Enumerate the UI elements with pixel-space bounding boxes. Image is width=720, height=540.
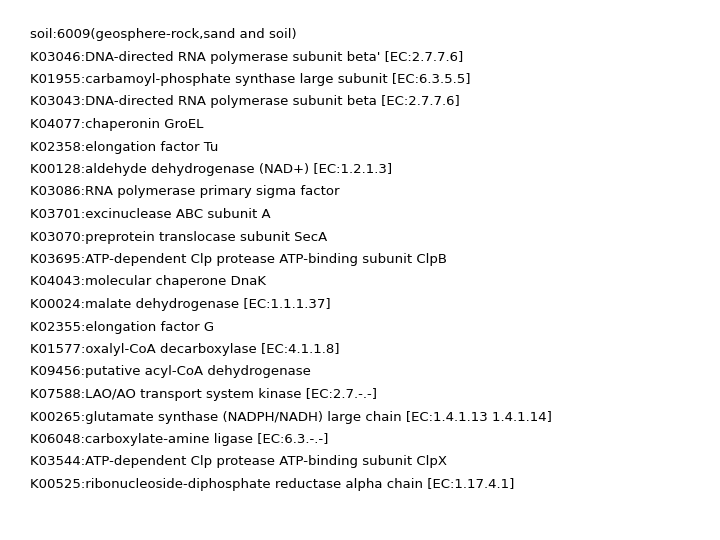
- Text: K03070:preprotein translocase subunit SecA: K03070:preprotein translocase subunit Se…: [30, 231, 328, 244]
- Text: K06048:carboxylate-amine ligase [EC:6.3.-.-]: K06048:carboxylate-amine ligase [EC:6.3.…: [30, 433, 328, 446]
- Text: K00024:malate dehydrogenase [EC:1.1.1.37]: K00024:malate dehydrogenase [EC:1.1.1.37…: [30, 298, 330, 311]
- Text: soil:6009(geosphere-rock,sand and soil): soil:6009(geosphere-rock,sand and soil): [30, 28, 297, 41]
- Text: K03046:DNA-directed RNA polymerase subunit beta' [EC:2.7.7.6]: K03046:DNA-directed RNA polymerase subun…: [30, 51, 463, 64]
- Text: K04077:chaperonin GroEL: K04077:chaperonin GroEL: [30, 118, 203, 131]
- Text: K03695:ATP-dependent Clp protease ATP-binding subunit ClpB: K03695:ATP-dependent Clp protease ATP-bi…: [30, 253, 447, 266]
- Text: K01955:carbamoyl-phosphate synthase large subunit [EC:6.3.5.5]: K01955:carbamoyl-phosphate synthase larg…: [30, 73, 470, 86]
- Text: K00525:ribonucleoside-diphosphate reductase alpha chain [EC:1.17.4.1]: K00525:ribonucleoside-diphosphate reduct…: [30, 478, 514, 491]
- Text: K02358:elongation factor Tu: K02358:elongation factor Tu: [30, 140, 218, 153]
- Text: K07588:LAO/AO transport system kinase [EC:2.7.-.-]: K07588:LAO/AO transport system kinase [E…: [30, 388, 377, 401]
- Text: K03701:excinuclease ABC subunit A: K03701:excinuclease ABC subunit A: [30, 208, 271, 221]
- Text: K01577:oxalyl-CoA decarboxylase [EC:4.1.1.8]: K01577:oxalyl-CoA decarboxylase [EC:4.1.…: [30, 343, 340, 356]
- Text: K00128:aldehyde dehydrogenase (NAD+) [EC:1.2.1.3]: K00128:aldehyde dehydrogenase (NAD+) [EC…: [30, 163, 392, 176]
- Text: K03544:ATP-dependent Clp protease ATP-binding subunit ClpX: K03544:ATP-dependent Clp protease ATP-bi…: [30, 456, 447, 469]
- Text: K00265:glutamate synthase (NADPH/NADH) large chain [EC:1.4.1.13 1.4.1.14]: K00265:glutamate synthase (NADPH/NADH) l…: [30, 410, 552, 423]
- Text: K02355:elongation factor G: K02355:elongation factor G: [30, 321, 214, 334]
- Text: K04043:molecular chaperone DnaK: K04043:molecular chaperone DnaK: [30, 275, 266, 288]
- Text: K09456:putative acyl-CoA dehydrogenase: K09456:putative acyl-CoA dehydrogenase: [30, 366, 311, 379]
- Text: K03086:RNA polymerase primary sigma factor: K03086:RNA polymerase primary sigma fact…: [30, 186, 340, 199]
- Text: K03043:DNA-directed RNA polymerase subunit beta [EC:2.7.7.6]: K03043:DNA-directed RNA polymerase subun…: [30, 96, 460, 109]
